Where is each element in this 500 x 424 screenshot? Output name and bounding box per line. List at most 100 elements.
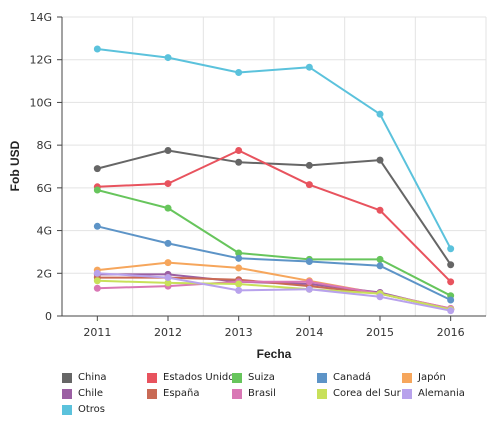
data-point xyxy=(305,278,313,286)
y-tick-label: 6G xyxy=(36,182,52,195)
y-tick-label: 8G xyxy=(36,139,52,152)
line-chart: Fob USD Fecha 0 2G 4G 6G 8G 10G 12G 14G 2011 2012… xyxy=(8,11,487,361)
data-point xyxy=(164,239,172,247)
y-tick-label: 10G xyxy=(29,96,52,109)
legend-label: Estados Unidos xyxy=(163,372,240,383)
data-point xyxy=(93,277,101,285)
legend-item[interactable]: Canadá xyxy=(317,372,371,383)
series-alemania xyxy=(93,269,455,315)
data-point xyxy=(376,255,384,263)
series-line xyxy=(97,189,452,297)
legend-swatch xyxy=(62,372,72,383)
legend-item[interactable]: Alemania xyxy=(402,388,465,399)
data-point xyxy=(447,261,455,269)
data-point xyxy=(235,264,243,272)
data-point xyxy=(235,69,243,77)
legend-swatch xyxy=(402,372,412,383)
data-point xyxy=(93,165,101,173)
legend-swatch xyxy=(147,372,157,383)
series-canada xyxy=(93,222,455,304)
legend-swatch xyxy=(62,388,72,399)
data-point xyxy=(164,204,172,212)
grid xyxy=(61,16,487,317)
series-otros xyxy=(93,45,455,253)
legend-swatch xyxy=(232,388,242,399)
series-line xyxy=(97,272,451,312)
data-point xyxy=(164,54,172,62)
data-point xyxy=(305,285,313,293)
series-china xyxy=(93,146,455,269)
data-point xyxy=(305,258,313,266)
data-point xyxy=(235,146,243,154)
data-point xyxy=(235,158,243,166)
legend-item[interactable]: China xyxy=(62,372,107,383)
legend-label: Brasil xyxy=(248,388,276,399)
legend-item[interactable]: Japón xyxy=(402,372,446,383)
series-estados-unidos xyxy=(93,146,455,286)
legend-label: Japón xyxy=(418,372,446,383)
x-tick-label: 2015 xyxy=(366,326,394,339)
legend-label: China xyxy=(78,372,107,383)
data-point xyxy=(164,274,172,282)
legend-item[interactable]: España xyxy=(147,388,199,399)
y-axis-label: Fob USD xyxy=(8,140,22,191)
x-axis-label: Fecha xyxy=(257,347,292,361)
legend-swatch xyxy=(232,372,242,383)
series-line xyxy=(97,149,452,266)
data-point xyxy=(235,249,243,257)
x-tick-label: 2013 xyxy=(225,326,253,339)
y-tick-label: 2G xyxy=(36,267,52,280)
legend-label: Alemania xyxy=(418,388,465,399)
data-point xyxy=(376,156,384,164)
data-point xyxy=(376,293,384,301)
series-line xyxy=(97,225,452,301)
data-point xyxy=(376,262,384,270)
data-point xyxy=(93,45,101,53)
x-tick-label: 2014 xyxy=(295,326,323,339)
data-point xyxy=(447,245,455,253)
data-point xyxy=(93,284,101,292)
y-tick-label: 14G xyxy=(29,11,52,24)
legend-swatch xyxy=(317,372,327,383)
data-point xyxy=(93,269,101,277)
data-point xyxy=(164,146,172,154)
data-point xyxy=(93,222,101,230)
legend-swatch xyxy=(147,388,157,399)
y-tick-label: 12G xyxy=(29,54,52,67)
data-point xyxy=(305,161,313,169)
data-point xyxy=(235,254,243,262)
data-point xyxy=(164,259,172,267)
series-line xyxy=(97,279,451,311)
legend-item[interactable]: Estados Unidos xyxy=(147,372,240,383)
legend-swatch xyxy=(62,404,72,415)
legend-item[interactable]: Otros xyxy=(62,404,105,415)
data-point xyxy=(305,181,313,189)
legend-label: Otros xyxy=(78,404,106,415)
legend-item[interactable]: Chile xyxy=(62,388,103,399)
data-point xyxy=(93,186,101,194)
legend-item[interactable]: Suiza xyxy=(232,372,275,383)
legend-label: España xyxy=(163,388,200,399)
data-point xyxy=(447,307,455,315)
legend-item[interactable]: Corea del Sur xyxy=(317,388,401,399)
legend-swatch xyxy=(402,388,412,399)
x-tick-label: 2012 xyxy=(154,326,182,339)
data-point xyxy=(447,296,455,304)
data-point xyxy=(164,279,172,287)
data-point xyxy=(164,180,172,188)
data-point xyxy=(235,286,243,294)
y-tick-label: 0 xyxy=(45,310,52,323)
legend-label: Chile xyxy=(78,388,104,399)
legend-item[interactable]: Brasil xyxy=(232,388,276,399)
x-tick-label: 2016 xyxy=(437,326,465,339)
legend-label: Suiza xyxy=(248,372,275,383)
data-point xyxy=(376,110,384,118)
y-tick-label: 4G xyxy=(36,225,52,238)
data-point xyxy=(305,63,313,71)
series-line xyxy=(97,149,452,283)
series-line xyxy=(97,48,452,250)
legend-swatch xyxy=(317,388,327,399)
legend-label: Corea del Sur xyxy=(333,388,401,399)
data-point xyxy=(376,206,384,214)
data-point xyxy=(447,278,455,286)
